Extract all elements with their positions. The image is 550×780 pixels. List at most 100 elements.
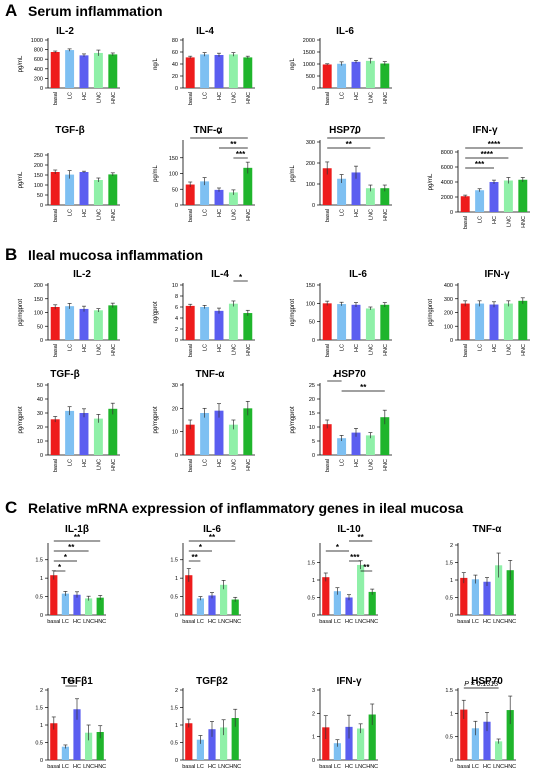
- y-tick-label: 0.5: [35, 595, 43, 601]
- x-tick-label: LC: [203, 459, 209, 466]
- x-tick-label: HNC: [504, 619, 516, 625]
- x-tick-label: LC: [68, 209, 74, 216]
- y-tick-label: 300: [306, 140, 315, 146]
- x-tick-label: HNC: [521, 344, 527, 356]
- panel-a-tgfb: TGF-β 0 50 100 150 200 250 pg/mL basal LC HC LNC HNC: [18, 125, 120, 222]
- bar-lc: [471, 579, 479, 615]
- x-tick-label: basal: [188, 209, 194, 222]
- bar-basal: [322, 727, 330, 760]
- section-b-letter: B: [5, 245, 18, 264]
- x-tick-label: basal: [188, 92, 194, 105]
- y-tick-label: 150: [169, 156, 178, 162]
- x-tick-label: basal: [319, 619, 332, 625]
- panel-title: TGFβ2: [196, 676, 228, 687]
- y-tick-label: 0: [312, 338, 315, 344]
- bar-basal: [50, 307, 60, 340]
- y-tick-label: 1: [40, 723, 43, 729]
- bar-lnc: [220, 584, 228, 615]
- x-tick-label: LC: [334, 619, 341, 625]
- p-value-label: P = 0.1313: [464, 681, 498, 688]
- y-tick-label: 150: [34, 297, 43, 303]
- bar-hc: [208, 595, 216, 615]
- y-tick-label: 1000: [303, 62, 315, 68]
- bar-hnc: [368, 714, 376, 760]
- y-tick-label: 0: [175, 86, 178, 92]
- bar-lnc: [495, 741, 503, 760]
- x-tick-label: LC: [203, 344, 209, 351]
- y-tick-label: 150: [34, 173, 43, 179]
- x-tick-label: LC: [203, 92, 209, 99]
- y-tick-label: 6: [175, 305, 178, 311]
- significance-label: ****: [481, 150, 494, 159]
- significance-label: *: [354, 130, 358, 139]
- x-tick-label: HNC: [246, 92, 252, 104]
- x-tick-label: HNC: [246, 209, 252, 221]
- bar-hc: [79, 413, 89, 455]
- significance-label: *: [199, 543, 203, 552]
- y-tick-label: 1: [450, 711, 453, 717]
- x-tick-label: HC: [354, 209, 360, 217]
- bar-lc: [333, 743, 341, 760]
- y-tick-label: 10: [172, 283, 178, 289]
- x-tick-label: LC: [340, 209, 346, 216]
- panel-title: TGF-β: [50, 369, 79, 380]
- bar-hnc: [380, 63, 390, 88]
- significance-label: **: [363, 563, 370, 572]
- panel-title: IL-10: [337, 524, 361, 535]
- panel-title: IFN-γ: [485, 269, 510, 280]
- y-tick-label: 2: [450, 543, 453, 549]
- bar-hc: [79, 172, 89, 205]
- panel-c-tnfa: TNF-α 0 0.5 1 1.5 2 basal LC HC LNC HNC: [445, 524, 516, 625]
- y-tick-label: 100: [306, 182, 315, 188]
- bar-basal: [50, 575, 58, 615]
- bar-hnc: [108, 54, 118, 88]
- y-axis-label: pg/mL: [153, 165, 159, 182]
- y-tick-label: 200: [444, 311, 453, 317]
- x-tick-label: HC: [82, 344, 88, 352]
- x-tick-label: LC: [62, 764, 69, 770]
- x-tick-label: basal: [47, 619, 60, 625]
- x-tick-label: LNC: [231, 459, 237, 470]
- x-tick-label: basal: [325, 209, 331, 222]
- x-tick-label: HNC: [383, 92, 389, 104]
- panel-a-hsp70: HSP70 0 100 200 300 pg/mL basal LC HC LNC HNC ***: [290, 125, 392, 222]
- y-tick-label: 50: [37, 383, 43, 389]
- x-tick-label: basal: [463, 344, 469, 357]
- y-axis-label: pg/mL: [18, 171, 24, 188]
- x-tick-label: LC: [203, 209, 209, 216]
- bar-lnc: [228, 424, 238, 455]
- x-tick-label: LNC: [493, 619, 504, 625]
- bar-hc: [214, 55, 224, 88]
- x-tick-label: basal: [53, 344, 59, 357]
- bar-hc: [351, 432, 361, 455]
- bar-lnc: [365, 60, 375, 88]
- section-b-title: Ileal mucosa inflammation: [28, 247, 204, 263]
- y-tick-label: 2000: [303, 38, 315, 44]
- y-tick-label: 1.5: [307, 561, 315, 567]
- panel-title: TNF-α: [194, 125, 224, 136]
- y-tick-label: 50: [37, 324, 43, 330]
- y-tick-label: 0.5: [170, 741, 178, 747]
- bar-lc: [337, 304, 347, 340]
- bar-hc: [214, 410, 224, 455]
- y-tick-label: 1: [175, 723, 178, 729]
- y-tick-label: 300: [444, 297, 453, 303]
- y-tick-label: 20: [172, 406, 178, 412]
- y-tick-label: 25: [309, 383, 315, 389]
- bar-basal: [322, 424, 332, 455]
- x-tick-label: HNC: [94, 619, 106, 625]
- bar-lc: [65, 410, 75, 455]
- bar-lnc: [503, 180, 513, 212]
- section-c-letter: C: [5, 498, 18, 517]
- x-tick-label: HC: [483, 619, 491, 625]
- significance-label: ***: [236, 150, 246, 159]
- y-tick-label: 15: [309, 411, 315, 417]
- x-tick-label: basal: [463, 216, 469, 229]
- y-tick-label: 100: [34, 311, 43, 317]
- x-tick-label: HNC: [229, 764, 241, 770]
- panel-title: TNF-α: [196, 369, 226, 380]
- x-tick-label: LNC: [231, 209, 237, 220]
- significance-label: **: [209, 533, 216, 542]
- y-tick-label: 0.5: [170, 595, 178, 601]
